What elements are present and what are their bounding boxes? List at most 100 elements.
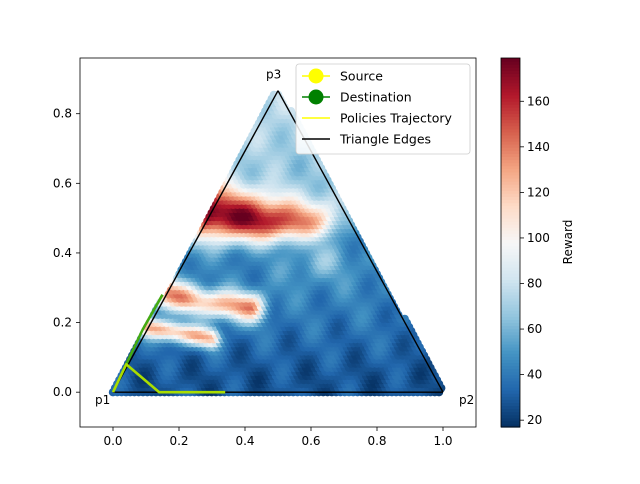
x-tick-label: 0.2	[169, 434, 188, 448]
colorbar-segment	[501, 273, 520, 277]
colorbar-segment	[501, 368, 520, 373]
colorbar-ticks: 20 40 60 80 100 120 140 160	[520, 94, 550, 427]
colorbar-segment	[501, 350, 520, 354]
colorbar-segment	[501, 214, 520, 219]
colorbar-segment	[501, 353, 520, 357]
reward-heatmap	[108, 90, 446, 397]
colorbar-segment	[501, 202, 520, 207]
colorbar-segment	[501, 156, 520, 161]
colorbar-segment	[501, 91, 520, 96]
colorbar-segment	[501, 288, 520, 293]
colorbar-segment	[501, 414, 520, 419]
plot-area: 0.0 0.2 0.4 0.6 0.8 1.0 0.00.20.40.60.8 p1 p2p…	[53, 57, 477, 448]
y-tick-label: 0.2	[53, 316, 72, 330]
y-axis: 0.0 0.2 0.4 0.6 0.8	[53, 107, 80, 399]
colorbar-segment	[501, 297, 520, 302]
x-tick-label: 0.0	[103, 434, 122, 448]
colorbar-tick-label: 140	[527, 140, 550, 154]
colorbar-tick-label: 60	[527, 322, 542, 336]
colorbar-segment	[501, 334, 520, 339]
axes-frame	[79, 57, 477, 428]
colorbar-segment	[501, 181, 520, 185]
colorbar-segment	[501, 208, 520, 213]
colorbar-segment	[501, 67, 520, 71]
colorbar-segment	[501, 325, 520, 330]
x-tick-label: 0.6	[301, 434, 320, 448]
colorbar-segment	[501, 137, 520, 142]
colorbar-tick-label: 40	[527, 368, 542, 382]
colorbar-segment	[501, 131, 520, 136]
colorbar-segment	[501, 264, 520, 268]
colorbar-segment	[501, 343, 520, 348]
vertex-labels: p1 p2 p3	[95, 68, 474, 407]
colorbar-segment	[501, 110, 520, 114]
colorbar-segment	[501, 371, 520, 376]
colorbar-segment	[501, 144, 520, 148]
colorbar-segment	[501, 101, 520, 105]
colorbar-segment	[501, 276, 520, 280]
colorbar-segment	[501, 147, 520, 151]
colorbar-tick-label: 20	[527, 413, 542, 427]
colorbar-gradient	[501, 58, 520, 428]
colorbar-segment	[501, 254, 520, 259]
colorbar-segment	[501, 141, 520, 145]
colorbar-segment	[501, 328, 520, 333]
colorbar-segment	[501, 230, 520, 234]
colorbar-segment	[501, 128, 520, 133]
colorbar-segment	[501, 279, 520, 284]
reward-point	[400, 314, 409, 324]
y-tick-label: 0.0	[53, 385, 72, 399]
legend-marker-swatch	[308, 89, 324, 105]
colorbar-segment	[501, 393, 520, 397]
colorbar-segment	[501, 153, 520, 157]
colorbar-segment	[501, 242, 520, 247]
colorbar-segment	[501, 82, 520, 87]
colorbar-segment	[501, 217, 520, 222]
colorbar-segment	[501, 411, 520, 416]
colorbar-segment	[501, 125, 520, 130]
colorbar-segment	[501, 383, 520, 388]
colorbar-segment	[501, 260, 520, 265]
colorbar-segment	[501, 396, 520, 400]
colorbar-segment	[501, 73, 520, 78]
colorbar-segment	[501, 300, 520, 305]
colorbar-segment	[501, 356, 520, 360]
colorbar-segment	[501, 196, 520, 201]
colorbar-segment	[501, 165, 520, 170]
colorbar-segment	[501, 420, 520, 425]
legend-label: Destination	[340, 90, 412, 105]
colorbar-segment	[501, 113, 520, 118]
legend-label: Triangle Edges	[339, 132, 431, 147]
triangle-edge	[112, 90, 279, 393]
colorbar-segment	[501, 174, 520, 179]
colorbar-segment	[501, 224, 520, 228]
colorbar-segment	[501, 233, 520, 237]
colorbar-segment	[501, 282, 520, 287]
colorbar-segment	[501, 362, 520, 367]
colorbar-segment	[501, 417, 520, 422]
x-tick-label: 0.8	[367, 434, 386, 448]
colorbar-segment	[501, 64, 520, 68]
colorbar-segment	[501, 79, 520, 84]
colorbar-segment	[501, 267, 520, 271]
colorbar-segment	[501, 168, 520, 173]
colorbar-segment	[501, 359, 520, 364]
vertex-label-p3: p3	[266, 68, 281, 82]
colorbar-segment	[501, 377, 520, 382]
colorbar-segment	[501, 187, 520, 191]
colorbar-segment	[501, 347, 520, 351]
legend-label: Policies Trajectory	[340, 111, 453, 126]
y-tick-label: 0.8	[53, 107, 72, 121]
colorbar: 20 40 60 80 100 120 140 160 Reward	[500, 57, 575, 428]
policy-trajectories	[111, 294, 226, 394]
colorbar-segment	[501, 107, 520, 111]
colorbar-segment	[501, 85, 520, 90]
vertex-label-p1: p1	[95, 393, 110, 407]
colorbar-segment	[501, 316, 520, 320]
colorbar-segment	[501, 380, 520, 385]
colorbar-segment	[501, 94, 520, 99]
colorbar-segment	[501, 239, 520, 244]
policy-trajectory-line	[125, 294, 164, 365]
colorbar-segment	[501, 257, 520, 262]
colorbar-segment	[501, 248, 520, 253]
